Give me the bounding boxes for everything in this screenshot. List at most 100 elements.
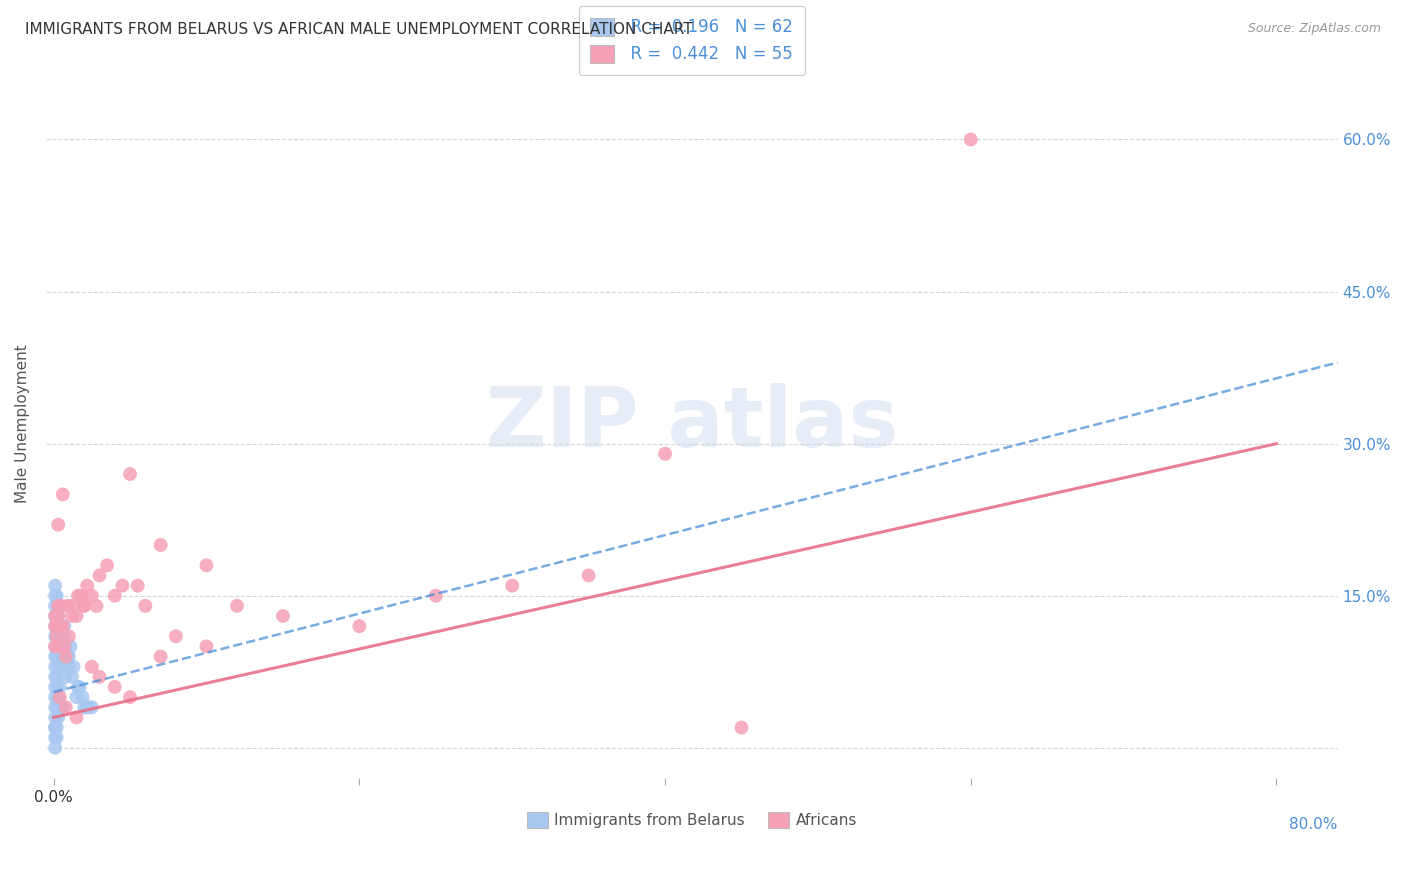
Point — [44, 690, 66, 705]
Point — [44, 649, 66, 664]
Point — [65, 690, 87, 705]
Point — [96, 558, 118, 573]
Point — [46, 659, 69, 673]
Point — [44, 619, 66, 633]
Point — [48, 619, 70, 633]
Point — [77, 700, 100, 714]
Point — [53, 640, 76, 654]
Point — [134, 599, 156, 613]
Point — [48, 619, 70, 633]
Point — [89, 568, 111, 582]
Point — [60, 599, 83, 613]
Point — [58, 629, 80, 643]
Point — [80, 589, 103, 603]
Point — [226, 599, 249, 613]
Point — [46, 609, 69, 624]
Point — [46, 599, 69, 613]
Point — [44, 710, 66, 724]
Point — [51, 619, 73, 633]
Text: 80.0%: 80.0% — [1289, 817, 1337, 832]
Point — [45, 619, 67, 633]
Point — [149, 538, 172, 552]
Point — [51, 700, 73, 714]
Point — [959, 132, 981, 146]
Point — [45, 609, 67, 624]
Point — [53, 640, 76, 654]
Point — [55, 700, 77, 714]
Point — [48, 599, 70, 613]
Point — [75, 700, 97, 714]
Point — [46, 690, 69, 705]
Point — [45, 680, 67, 694]
Point — [44, 721, 66, 735]
Point — [45, 629, 67, 643]
Point — [44, 659, 66, 673]
Point — [501, 578, 523, 592]
Point — [118, 467, 141, 481]
Point — [73, 599, 96, 613]
Point — [51, 599, 73, 613]
Point — [56, 649, 79, 664]
Point — [44, 640, 66, 654]
Point — [46, 599, 69, 613]
Point — [58, 649, 80, 664]
Point — [44, 700, 66, 714]
Point — [45, 640, 67, 654]
Point — [44, 609, 66, 624]
Point — [45, 649, 67, 664]
Point — [104, 589, 127, 603]
Point — [52, 629, 75, 643]
Point — [46, 517, 69, 532]
Point — [80, 659, 103, 673]
Point — [55, 670, 77, 684]
Point — [45, 609, 67, 624]
Point — [44, 629, 66, 643]
Point — [67, 589, 90, 603]
Point — [45, 731, 67, 745]
Text: IMMIGRANTS FROM BELARUS VS AFRICAN MALE UNEMPLOYMENT CORRELATION CHART: IMMIGRANTS FROM BELARUS VS AFRICAN MALE … — [25, 22, 693, 37]
Point — [195, 640, 218, 654]
Point — [44, 609, 66, 624]
Text: ZIP atlas: ZIP atlas — [485, 383, 898, 464]
Point — [76, 578, 98, 592]
Point — [349, 619, 371, 633]
Point — [46, 710, 69, 724]
Point — [55, 649, 77, 664]
Point — [44, 619, 66, 633]
Point — [111, 578, 134, 592]
Point — [60, 670, 83, 684]
Point — [45, 670, 67, 684]
Point — [45, 629, 67, 643]
Point — [73, 599, 96, 613]
Point — [58, 659, 80, 673]
Point — [127, 578, 149, 592]
Point — [44, 589, 66, 603]
Y-axis label: Male Unemployment: Male Unemployment — [15, 344, 30, 503]
Point — [149, 649, 172, 664]
Point — [654, 447, 676, 461]
Point — [59, 640, 82, 654]
Point — [60, 609, 83, 624]
Point — [51, 659, 73, 673]
Point — [52, 700, 75, 714]
Point — [52, 487, 75, 501]
Point — [44, 731, 66, 745]
Point — [44, 670, 66, 684]
Point — [44, 599, 66, 613]
Point — [44, 740, 66, 755]
Point — [425, 589, 447, 603]
Point — [53, 619, 76, 633]
Point — [72, 690, 94, 705]
Point — [89, 670, 111, 684]
Point — [271, 609, 294, 624]
Point — [44, 721, 66, 735]
Point — [73, 700, 96, 714]
Point — [65, 609, 87, 624]
Point — [45, 700, 67, 714]
Point — [56, 599, 79, 613]
Point — [118, 690, 141, 705]
Point — [44, 640, 66, 654]
Point — [80, 700, 103, 714]
Point — [730, 721, 752, 735]
Point — [104, 680, 127, 694]
